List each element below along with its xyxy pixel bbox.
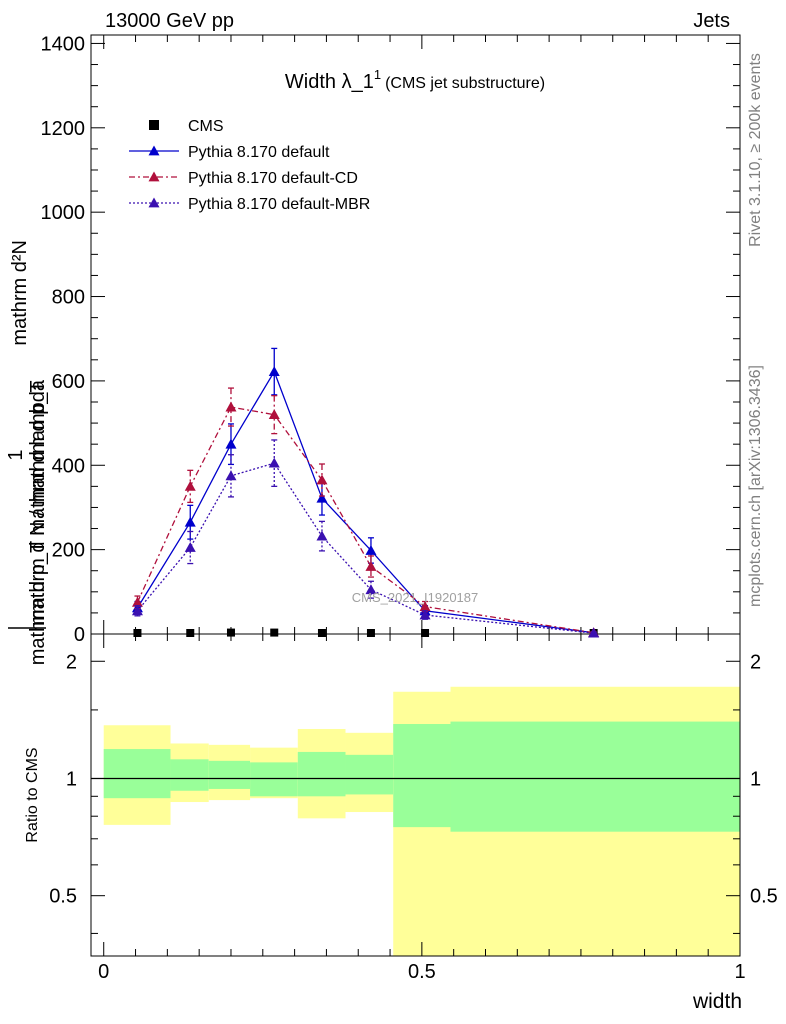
ylabel-one: 1 — [5, 449, 27, 460]
main-ytick-label: 1200 — [41, 118, 86, 140]
main-ytick-label: 600 — [52, 371, 85, 393]
series-line — [136, 406, 594, 634]
series-line — [136, 370, 594, 634]
cms-data-point — [133, 629, 142, 637]
series-marker — [225, 470, 237, 481]
ratio-band-inner — [250, 762, 298, 797]
ylabel-denominator-bottom: mathrm d N / mathrm d p_T — [27, 380, 49, 626]
title-superscript: 1 — [374, 67, 381, 82]
series-marker — [184, 480, 196, 491]
cms-data-point — [421, 629, 430, 637]
ratio-band-inner — [208, 760, 251, 789]
ratio-band-inner — [103, 749, 171, 799]
ratio-ytick-label-right: 1 — [750, 768, 761, 790]
series-marker — [588, 627, 600, 638]
cms-data-point — [317, 629, 326, 637]
series-marker — [225, 401, 237, 412]
ratio-ylabel: Ratio to CMS — [24, 747, 41, 842]
series-line — [136, 462, 594, 634]
legend-marker — [148, 197, 160, 208]
ratio-xtick-label: 1 — [734, 961, 745, 983]
series-marker — [365, 584, 377, 595]
ylabel-numerator: mathrm d²N — [9, 240, 31, 346]
series-marker — [316, 530, 328, 541]
series-marker — [184, 516, 196, 527]
main-ytick-label: 800 — [52, 287, 85, 309]
series-marker — [268, 366, 280, 377]
header-energy: 13000 GeV pp — [105, 10, 234, 32]
main-ytick-label: 1000 — [41, 202, 86, 224]
ratio-xtick-label: 0.5 — [408, 961, 436, 983]
series-marker — [316, 474, 328, 485]
cms-data-point — [186, 629, 195, 637]
series-marker — [131, 605, 143, 616]
ratio-band-inner — [450, 721, 740, 832]
ratio-bands — [103, 686, 740, 956]
rivet-version-label: Rivet 3.1.10, ≥ 200k events — [747, 53, 764, 247]
ratio-ytick-label-right: 0.5 — [750, 886, 778, 908]
legend: CMS Pythia 8.170 default Pythia 8.170 defa… — [129, 118, 370, 213]
main-ytick-label: 200 — [52, 540, 85, 562]
legend-cms-marker — [149, 120, 159, 130]
series-marker — [316, 492, 328, 503]
cms-data-point — [226, 628, 235, 637]
ratio-ytick-label: 0.5 — [49, 886, 77, 908]
ratio-band-inner — [297, 751, 346, 797]
plot-title: Width λ_11 (CMS jet substructure) — [285, 67, 545, 93]
ratio-xtick-label: 0 — [98, 961, 109, 983]
ratio-panel-frame — [90, 633, 741, 957]
title-main: Width λ_1 — [285, 71, 374, 93]
main-ytick-label: 400 — [52, 455, 85, 477]
ratio-band-inner — [393, 724, 451, 828]
series-marker — [419, 601, 431, 611]
ratio-ytick-label: 2 — [66, 651, 77, 673]
ratio-ytick-label: 1 — [66, 768, 77, 790]
legend-marker — [148, 171, 160, 182]
mcplots-label: mcplots.cern.ch [arXiv:1306.3436] — [747, 365, 764, 607]
cms-data-point — [270, 628, 279, 637]
title-subtitle: (CMS jet substructure) — [385, 75, 545, 92]
header-jets: Jets — [693, 10, 730, 32]
cms-data-point — [366, 629, 375, 637]
ratio-band-inner — [170, 759, 209, 791]
legend-label: CMS — [188, 118, 224, 135]
ratio-ytick-label-right: 2 — [750, 651, 761, 673]
series-marker — [268, 457, 280, 468]
legend-marker — [148, 145, 160, 156]
series-marker — [184, 542, 196, 552]
watermark: CMS_2021_I1920187 — [352, 590, 479, 605]
legend-label: Pythia 8.170 default — [188, 144, 330, 161]
series-marker — [365, 544, 377, 555]
xlabel: width — [692, 990, 742, 1013]
main-ytick-label: 1400 — [41, 33, 86, 55]
series-marker — [268, 409, 280, 420]
axis-ticks: 0 200 400 600 800 1000 1200 1400 0 0.5 1 0.5 0.5 1 1 2 2 — [41, 33, 778, 983]
ratio-band-inner — [345, 754, 394, 795]
main-ytick-label: 0 — [74, 624, 85, 646]
legend-label: Pythia 8.170 default-CD — [188, 170, 358, 187]
legend-label: Pythia 8.170 default-MBR — [188, 196, 370, 213]
series-marker — [131, 596, 143, 607]
ylabel-denominator-top: mathrm d p_T mathrm d lambda — [27, 379, 49, 665]
data-series — [131, 347, 600, 638]
series-marker — [365, 561, 377, 571]
series-marker — [419, 609, 431, 620]
series-marker — [225, 438, 237, 449]
